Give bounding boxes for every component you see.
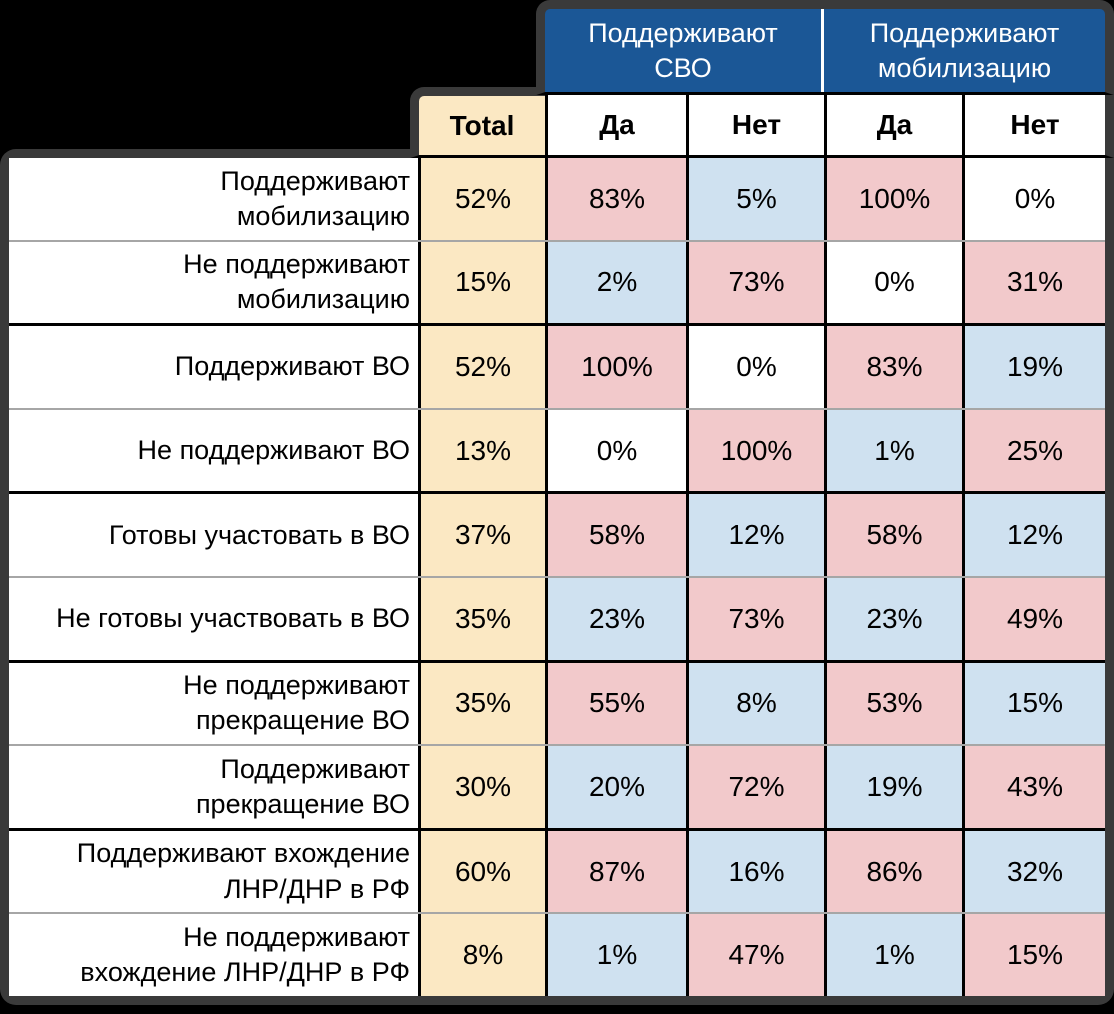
- value-cell: 23%: [824, 577, 962, 660]
- value-cell: 5%: [686, 158, 824, 240]
- total-value-cell: 8%: [418, 914, 545, 996]
- value-cell: 32%: [962, 830, 1105, 913]
- table-row: Не поддерживают прекращение ВО 35% 55% 8% 53…: [9, 659, 1105, 745]
- total-column-header: Total: [410, 87, 545, 158]
- value-cell: 19%: [962, 326, 1105, 408]
- table-body: Поддерживают мобилизацию 52% 83% 5% 100% 0% Не…: [0, 149, 1114, 1005]
- value-cell: 0%: [545, 409, 686, 492]
- table-row: Готовы участовать в ВО 37% 58% 12% 58% 12%: [9, 491, 1105, 576]
- subheader-mob-yes: Да: [824, 95, 962, 155]
- table-rows-container: Поддерживают мобилизацию 52% 83% 5% 100% 0% Не…: [9, 158, 1105, 996]
- table-row: Поддерживают мобилизацию 52% 83% 5% 100% 0%: [9, 158, 1105, 240]
- value-cell: 55%: [545, 662, 686, 745]
- column-group-header-mobilization: Поддерживают мобилизацию: [869, 17, 1060, 83]
- total-value-cell: 30%: [418, 746, 545, 828]
- subheader-svo-yes: Да: [545, 95, 686, 155]
- value-cell: 58%: [545, 494, 686, 576]
- value-cell: 25%: [962, 409, 1105, 492]
- total-value-cell: 15%: [418, 241, 545, 324]
- value-cell: 100%: [545, 326, 686, 408]
- value-cell: 86%: [824, 830, 962, 913]
- row-label: Поддерживают прекращение ВО: [9, 746, 418, 828]
- table-row: Не поддерживают мобилизацию 15% 2% 73% 0% 31%: [9, 239, 1105, 324]
- table-row: Поддерживают ВО 52% 100% 0% 83% 19%: [9, 323, 1105, 408]
- row-label: Поддерживают ВО: [9, 326, 418, 408]
- subheader-svo-no: Нет: [686, 95, 824, 155]
- subheader-mob-no: Нет: [962, 95, 1105, 155]
- value-cell: 15%: [962, 662, 1105, 745]
- value-cell: 47%: [686, 914, 824, 996]
- value-cell: 1%: [824, 914, 962, 996]
- row-label: Не поддерживают ВО: [9, 409, 418, 492]
- row-label: Не готовы участвовать в ВО: [9, 577, 418, 660]
- value-cell: 20%: [545, 746, 686, 828]
- value-cell: 58%: [824, 494, 962, 576]
- value-cell: 72%: [686, 746, 824, 828]
- table-row: Поддерживают прекращение ВО 30% 20% 72% 19% 4…: [9, 744, 1105, 828]
- row-label: Не поддерживают мобилизацию: [9, 241, 418, 324]
- total-value-cell: 52%: [418, 326, 545, 408]
- value-cell: 53%: [824, 662, 962, 745]
- value-cell: 73%: [686, 577, 824, 660]
- value-cell: 15%: [962, 914, 1105, 996]
- value-cell: 1%: [545, 914, 686, 996]
- value-cell: 2%: [545, 241, 686, 324]
- value-cell: 0%: [962, 158, 1105, 240]
- row-label: Поддерживают вхождение ЛНР/ДНР в РФ: [9, 830, 418, 913]
- total-value-cell: 35%: [418, 662, 545, 745]
- total-value-cell: 60%: [418, 830, 545, 913]
- column-group-header-svo: Поддерживают СВО: [545, 9, 824, 92]
- table-row: Не поддерживают вхождение ЛНР/ДНР в РФ 8%…: [9, 912, 1105, 996]
- table-row: Не готовы участвовать в ВО 35% 23% 73% 23% 49…: [9, 575, 1105, 660]
- total-value-cell: 37%: [418, 494, 545, 576]
- total-header-label: Total: [449, 109, 515, 141]
- value-cell: 12%: [962, 494, 1105, 576]
- value-cell: 83%: [824, 326, 962, 408]
- row-label: Поддерживают мобилизацию: [9, 158, 418, 240]
- row-label: Не поддерживают вхождение ЛНР/ДНР в РФ: [9, 914, 418, 996]
- value-cell: 8%: [686, 662, 824, 745]
- value-cell: 83%: [545, 158, 686, 240]
- value-cell: 19%: [824, 746, 962, 828]
- value-cell: 23%: [545, 577, 686, 660]
- subheader-row: Да Нет Да Нет: [545, 95, 1114, 158]
- value-cell: 87%: [545, 830, 686, 913]
- value-cell: 100%: [686, 409, 824, 492]
- table-row: Не поддерживают ВО 13% 0% 100% 1% 25%: [9, 407, 1105, 492]
- value-cell: 1%: [824, 409, 962, 492]
- table-row: Поддерживают вхождение ЛНР/ДНР в РФ 60% 87…: [9, 827, 1105, 913]
- column-group-header-band: Поддерживают СВО Поддерживают мобилизаци…: [536, 0, 1114, 95]
- value-cell: 43%: [962, 746, 1105, 828]
- value-cell: 0%: [824, 241, 962, 324]
- value-cell: 49%: [962, 577, 1105, 660]
- value-cell: 73%: [686, 241, 824, 324]
- value-cell: 12%: [686, 494, 824, 576]
- value-cell: 16%: [686, 830, 824, 913]
- value-cell: 0%: [686, 326, 824, 408]
- value-cell: 100%: [824, 158, 962, 240]
- value-cell: 31%: [962, 241, 1105, 324]
- total-value-cell: 13%: [418, 409, 545, 492]
- row-label: Готовы участовать в ВО: [9, 494, 418, 576]
- row-label: Не поддерживают прекращение ВО: [9, 662, 418, 745]
- total-value-cell: 52%: [418, 158, 545, 240]
- total-value-cell: 35%: [418, 577, 545, 660]
